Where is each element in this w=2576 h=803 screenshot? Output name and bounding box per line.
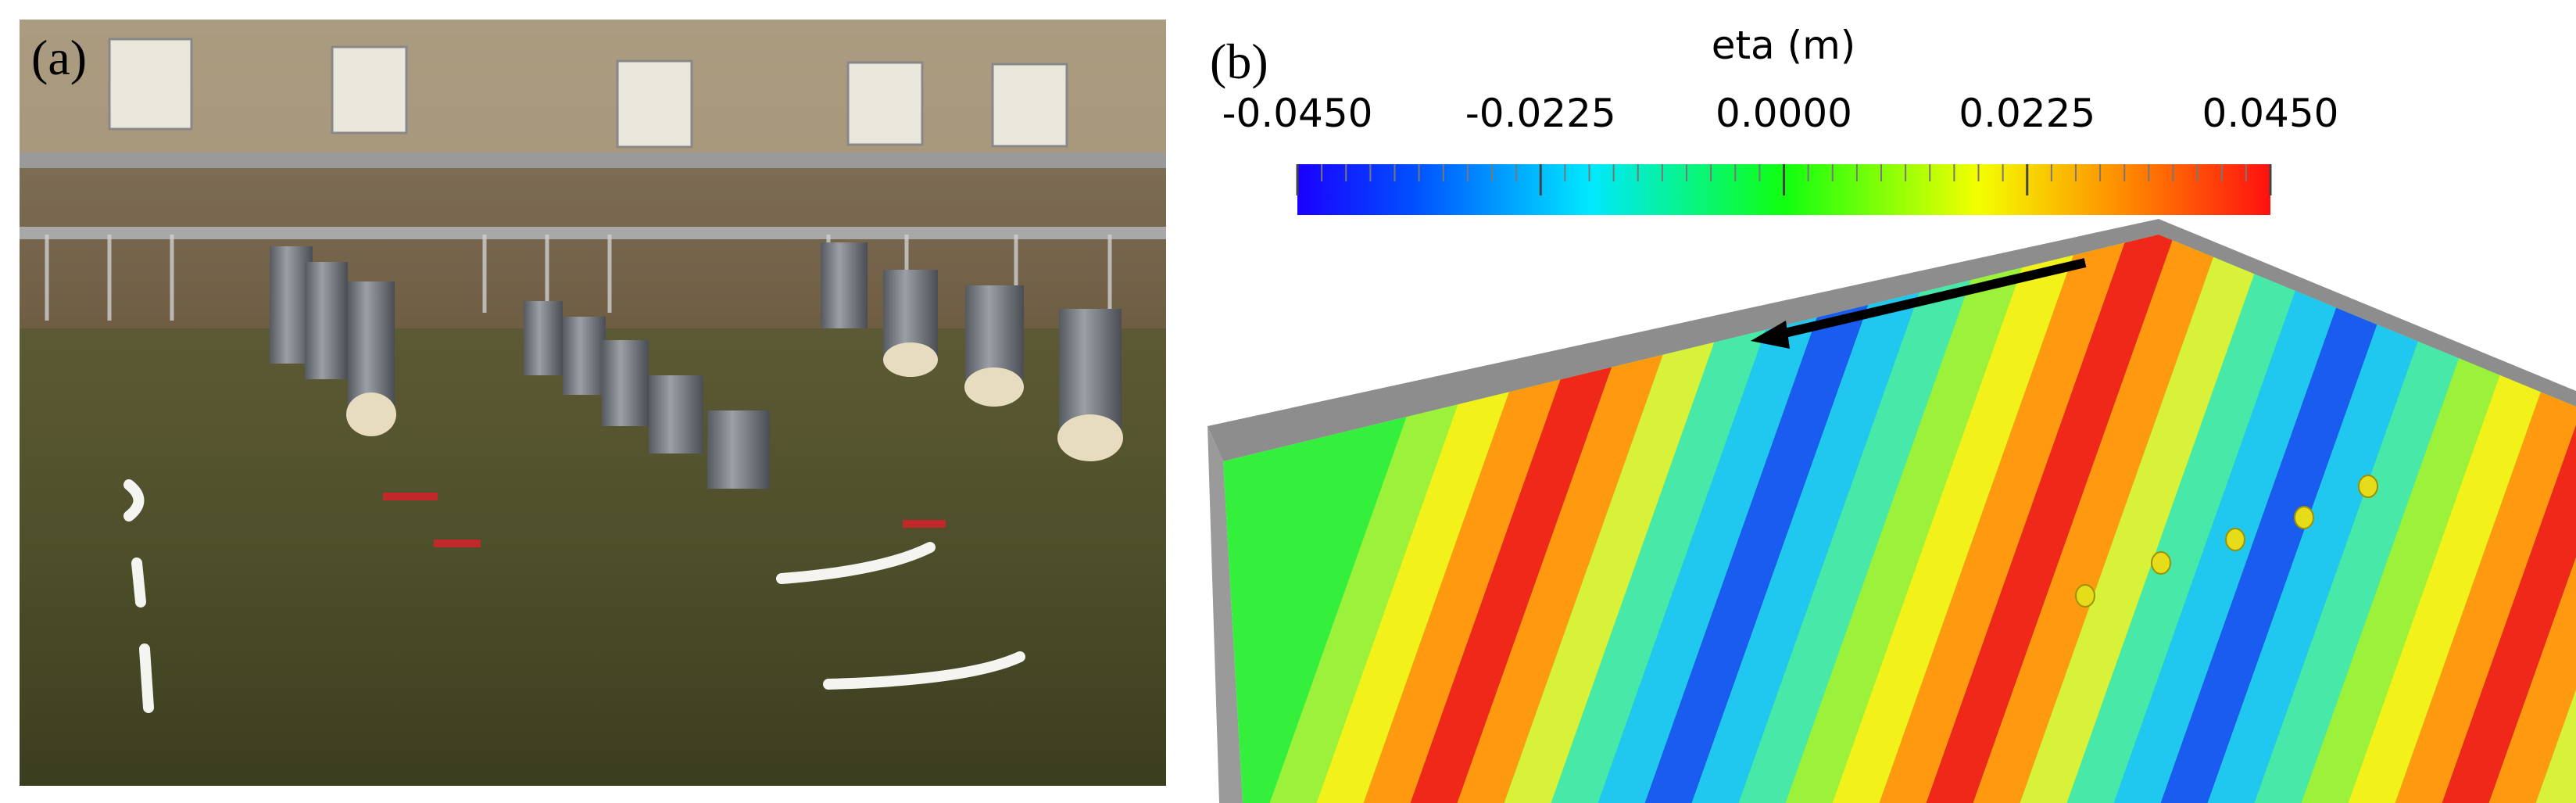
wave-band bbox=[1501, 235, 1766, 803]
wave-band bbox=[1688, 235, 1954, 803]
wave-band bbox=[2204, 235, 2470, 803]
wave-band bbox=[1876, 235, 2141, 803]
wave-band bbox=[2063, 235, 2329, 803]
wave-band bbox=[1735, 235, 2001, 803]
wave-band bbox=[2438, 235, 2576, 803]
render bbox=[1208, 219, 2576, 803]
wave-band bbox=[1641, 235, 1907, 803]
wave-band bbox=[1923, 235, 2188, 803]
panel-label: (a) bbox=[31, 30, 87, 85]
wave-band bbox=[2016, 235, 2282, 803]
wave-band bbox=[1547, 235, 1813, 803]
colorbar-tick-label: 0.0000 bbox=[1716, 91, 1852, 136]
wave-band bbox=[1970, 235, 2235, 803]
wave-band bbox=[2392, 235, 2576, 803]
colorbar-tick-label: -0.0225 bbox=[1465, 91, 1616, 136]
wave-band bbox=[1829, 235, 2095, 803]
colorbar-title: eta (m) bbox=[1712, 23, 1856, 68]
wave-band bbox=[2485, 235, 2576, 803]
colorbar-tick-label: 0.0450 bbox=[2202, 91, 2339, 136]
wave-band bbox=[1782, 235, 2048, 803]
wave-band bbox=[1594, 235, 1860, 803]
wave-band bbox=[2157, 235, 2423, 803]
wave-band bbox=[2110, 235, 2376, 803]
colorbar-tick-label: 0.0225 bbox=[1959, 91, 2095, 136]
colorbar-tick-label: -0.0450 bbox=[1222, 91, 1373, 136]
panel-label: (b) bbox=[1210, 34, 1268, 89]
photo bbox=[20, 20, 1166, 786]
